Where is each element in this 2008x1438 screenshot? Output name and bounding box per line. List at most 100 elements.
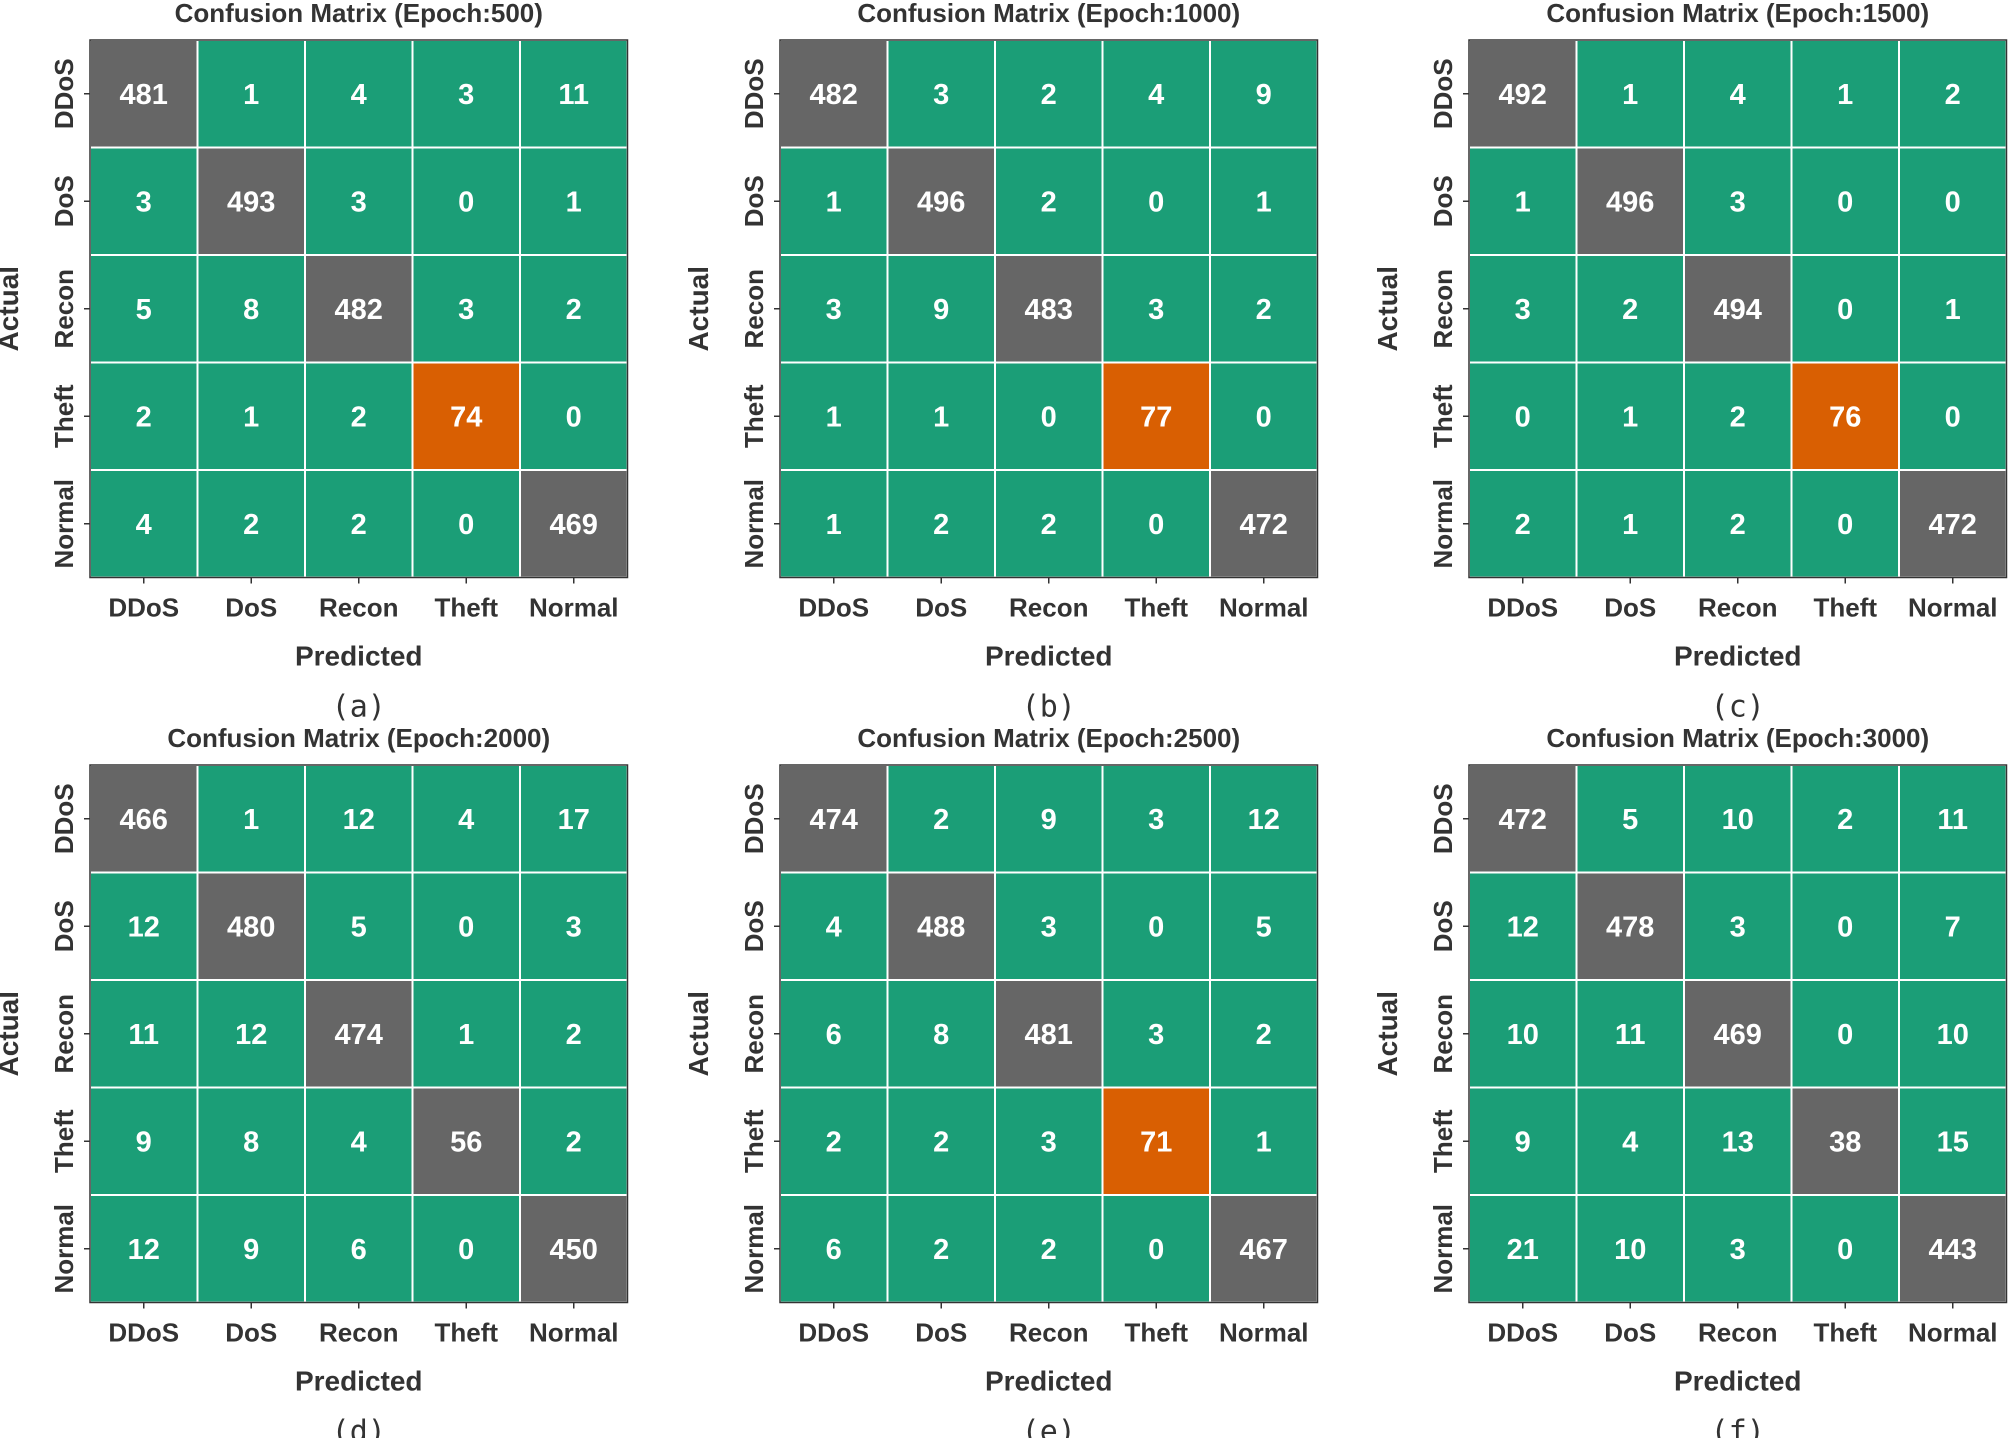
matrix-cell — [1790, 871, 1900, 981]
panel-title: Confusion Matrix (Epoch:1000) — [857, 0, 1240, 28]
matrix-cell — [519, 871, 629, 981]
matrix-cell — [886, 979, 996, 1089]
cell-value: 12 — [1248, 804, 1280, 836]
cell-value: 5 — [351, 911, 367, 943]
matrix-cell — [994, 254, 1104, 364]
cell-value: 474 — [810, 804, 858, 836]
matrix-cell — [1898, 1194, 2008, 1304]
confusion-matrix-panel: Confusion Matrix (Epoch:500)481 1 4 3 113 493… — [0, 0, 629, 725]
cell-value: 12 — [1507, 911, 1539, 943]
x-tick-label: DoS — [1604, 593, 1656, 623]
matrix-cell — [1101, 361, 1211, 471]
cell-value: 2 — [1041, 79, 1057, 111]
x-tick-label: Recon — [1009, 1318, 1088, 1348]
y-tick-label: DDoS — [739, 58, 769, 129]
cell-value: 17 — [558, 804, 590, 836]
cell-value: 1 — [458, 1019, 474, 1051]
cell-value: 1 — [1256, 1126, 1272, 1158]
cell-value: 71 — [1140, 1126, 1172, 1158]
x-tick-label: DDoS — [108, 593, 179, 623]
y-tick-label: Theft — [1428, 384, 1458, 448]
x-tick-label: Normal — [1908, 1318, 1998, 1348]
matrix-cell — [779, 469, 889, 579]
matrix-cell — [1468, 39, 1578, 149]
cell-value: 443 — [1929, 1234, 1977, 1266]
matrix-cell — [1101, 1086, 1211, 1196]
y-tick-label: DDoS — [739, 783, 769, 854]
y-axis-label: Actual — [0, 266, 24, 352]
x-tick-label: Theft — [1813, 1318, 1877, 1348]
x-tick-label: DoS — [225, 593, 277, 623]
x-tick-label: Normal — [1908, 593, 1998, 623]
cell-value: 0 — [1148, 1234, 1164, 1266]
y-axis-label: Actual — [0, 991, 24, 1077]
matrix-cell — [886, 146, 996, 256]
cell-value: 12 — [128, 1234, 160, 1266]
matrix-cell — [1790, 1086, 1900, 1196]
matrix-cell — [994, 146, 1104, 256]
matrix-cell — [411, 871, 521, 981]
panel-title: Confusion Matrix (Epoch:3000) — [1546, 723, 1929, 753]
x-tick-label: Recon — [319, 593, 398, 623]
matrix-cell — [519, 1194, 629, 1304]
cell-value: 38 — [1829, 1126, 1861, 1158]
matrix-cell — [304, 146, 414, 256]
x-tick-label: DoS — [915, 593, 967, 623]
cell-value: 3 — [826, 294, 842, 326]
cell-value: 1 — [243, 79, 259, 111]
cell-value: 0 — [566, 401, 582, 433]
cell-value: 3 — [1515, 294, 1531, 326]
cell-value: 2 — [1041, 186, 1057, 218]
x-tick-label: Theft — [1813, 593, 1877, 623]
cell-value: 3 — [136, 186, 152, 218]
y-tick-label: Theft — [49, 1109, 79, 1173]
cell-value: 0 — [458, 509, 474, 541]
cell-value: 2 — [351, 509, 367, 541]
matrix-cell — [1101, 39, 1211, 149]
matrix-cell — [886, 1086, 996, 1196]
panel-caption: (f) — [1711, 1415, 1765, 1438]
cell-value: 0 — [458, 911, 474, 943]
matrix-cell — [1575, 469, 1685, 579]
cell-value: 2 — [1041, 509, 1057, 541]
y-tick-label: Theft — [739, 1109, 769, 1173]
matrix-cell — [519, 146, 629, 256]
x-tick-label: Theft — [434, 593, 498, 623]
matrix-cell — [1575, 1194, 1685, 1304]
y-axis-label: Actual — [683, 266, 714, 352]
cell-value: 12 — [343, 804, 375, 836]
cell-value: 1 — [243, 804, 259, 836]
cell-value: 4 — [1622, 1126, 1638, 1158]
matrix-cell — [89, 764, 199, 874]
y-tick-label: Recon — [739, 269, 769, 348]
cell-value: 3 — [458, 79, 474, 111]
cell-value: 2 — [1622, 294, 1638, 326]
cell-value: 5 — [1256, 911, 1272, 943]
cell-value: 1 — [826, 186, 842, 218]
cell-value: 3 — [351, 186, 367, 218]
cell-value: 9 — [1256, 79, 1272, 111]
panel-caption: (c) — [1711, 690, 1765, 725]
cell-value: 1 — [933, 401, 949, 433]
cell-value: 10 — [1614, 1234, 1646, 1266]
matrix-cell — [1575, 979, 1685, 1089]
cell-value: 4 — [826, 911, 842, 943]
matrix-cell — [779, 146, 889, 256]
cell-value: 2 — [566, 1019, 582, 1051]
y-tick-label: Theft — [739, 384, 769, 448]
cell-value: 3 — [1730, 1234, 1746, 1266]
cell-value: 467 — [1240, 1234, 1288, 1266]
cell-value: 482 — [810, 79, 858, 111]
cell-value: 74 — [450, 401, 482, 433]
cell-value: 10 — [1507, 1019, 1539, 1051]
cell-value: 3 — [1148, 1019, 1164, 1051]
cell-value: 2 — [1945, 79, 1961, 111]
cell-value: 2 — [566, 294, 582, 326]
cell-value: 483 — [1025, 294, 1073, 326]
panel-caption: (d) — [332, 1415, 386, 1438]
panel-caption: (e) — [1022, 1415, 1076, 1438]
x-tick-label: DDoS — [798, 1318, 869, 1348]
cell-value: 2 — [136, 401, 152, 433]
matrix-cell — [519, 764, 629, 874]
x-axis-label: Predicted — [295, 641, 423, 672]
